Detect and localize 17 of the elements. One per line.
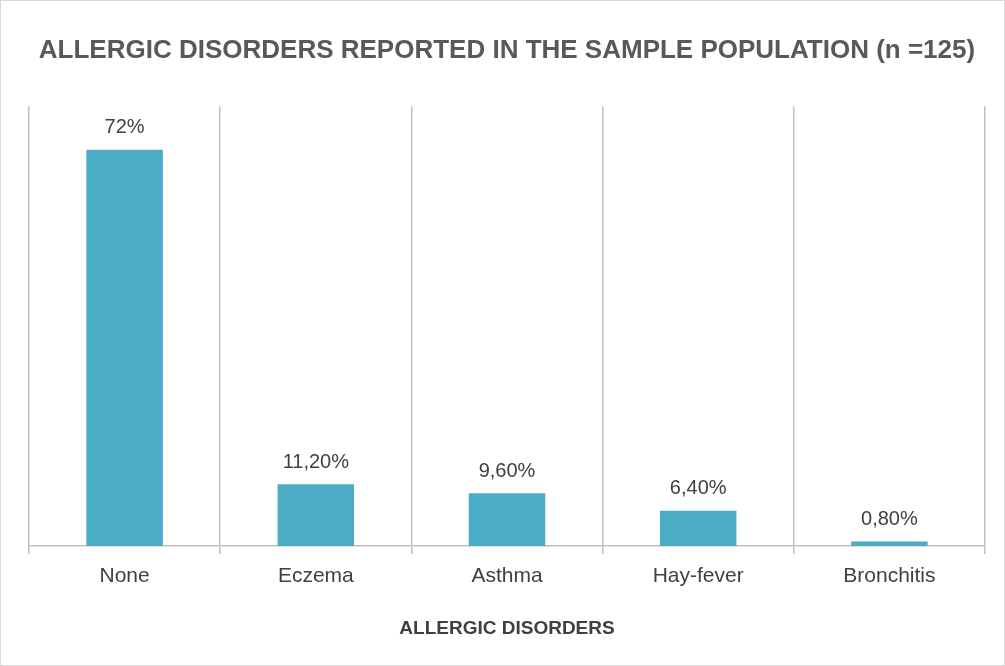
data-label: 72%	[104, 115, 145, 138]
bar	[277, 484, 355, 546]
x-tick-label: Bronchitis	[843, 563, 936, 587]
bar	[851, 541, 928, 546]
data-label: 6,40%	[669, 476, 727, 499]
data-label: 0,80%	[861, 507, 918, 530]
x-tick-label: None	[99, 563, 150, 587]
bar	[468, 493, 546, 546]
data-label: 9,60%	[478, 458, 536, 481]
data-label: 11,20%	[282, 449, 350, 472]
x-tick-label: Asthma	[471, 563, 543, 587]
bar	[659, 510, 737, 546]
x-axis-title: ALLERGIC DISORDERS	[399, 616, 615, 638]
x-tick-label: Hay-fever	[652, 563, 744, 587]
bar	[86, 149, 163, 546]
chart-title: ALLERGIC DISORDERS REPORTED IN THE SAMPLE POPULATION (n =125)	[38, 33, 976, 64]
x-tick-label: Eczema	[277, 563, 355, 587]
